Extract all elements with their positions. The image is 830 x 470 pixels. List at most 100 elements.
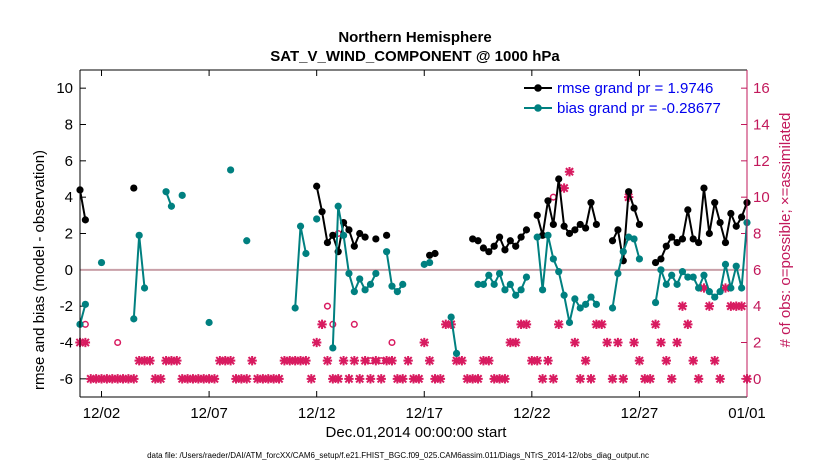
bias-point — [399, 280, 407, 288]
bias-point — [705, 288, 713, 296]
obs-assimilated-mark — [537, 374, 548, 384]
plot-frame — [79, 69, 748, 398]
rmse-point — [630, 204, 638, 212]
obs-assimilated-mark — [543, 355, 553, 366]
bias-point — [506, 280, 514, 288]
obs-assimilated-mark — [392, 374, 403, 384]
x-tick-label: 01/01 — [728, 405, 766, 422]
bias-point — [678, 268, 687, 276]
rmse-point — [705, 229, 713, 238]
y-tick-label: 4 — [65, 189, 73, 206]
chart-subtitle: SAT_V_WIND_COMPONENT @ 1000 hPa — [270, 48, 560, 65]
y-axis-right: 0 2 4 6 8 10 12 14 16 — [741, 80, 770, 388]
obs-assimilated-mark — [295, 355, 306, 366]
obs-assimilated-mark — [338, 355, 349, 366]
obs-assimilated-mark — [349, 355, 360, 366]
obs-assimilated-mark — [667, 374, 677, 384]
obs-assimilated-mark — [451, 355, 462, 366]
obs-assimilated-mark — [489, 374, 499, 384]
rmse-point — [592, 220, 600, 229]
obs-assimilated-mark — [344, 374, 354, 384]
obs-assimilated-mark — [285, 355, 295, 366]
obs-possible-mark — [350, 320, 358, 328]
chart-title: Northern Hemisphere — [338, 29, 491, 46]
obs-assimilated-mark — [618, 374, 628, 384]
obs-assimilated-mark — [511, 337, 521, 348]
rmse-point — [565, 229, 574, 238]
series-lines — [76, 166, 751, 357]
obs-assimilated-mark — [478, 355, 489, 366]
obs-assimilated-mark — [532, 355, 542, 366]
rmse-point — [614, 226, 622, 234]
obs-possible-mark — [388, 338, 396, 347]
rmse-point — [512, 242, 520, 250]
obs-assimilated-mark — [408, 374, 419, 384]
obs-assimilated-mark — [381, 355, 392, 366]
bias-point — [549, 255, 557, 263]
plot-background — [80, 70, 747, 397]
obs-assimilated-mark — [215, 355, 225, 366]
bias-point — [684, 273, 692, 281]
obs-assimilated-mark — [387, 355, 397, 366]
obs-assimilated-mark — [629, 337, 639, 348]
bias-point — [426, 258, 434, 267]
obs-assimilated-mark — [274, 374, 284, 384]
rmse-point — [694, 238, 703, 247]
bias-point — [447, 313, 455, 321]
bias-point — [178, 191, 186, 199]
obs-assimilated-mark — [710, 355, 720, 366]
legend-bias-label: bias grand pr = -0.28677 — [557, 100, 721, 117]
obs-assimilated-mark — [457, 355, 467, 366]
obs-assimilated-mark — [268, 374, 279, 384]
y-tick-label: 2 — [65, 226, 73, 243]
bias-point — [356, 275, 364, 283]
obs-assimilated-mark — [258, 374, 268, 384]
bias-point — [657, 266, 665, 274]
obs-assimilated-mark — [145, 355, 155, 366]
obs-assimilated-mark — [597, 319, 607, 330]
bias-point — [576, 304, 584, 312]
obs-assimilated-mark — [467, 374, 478, 384]
obs-assimilated-mark — [123, 374, 134, 384]
bias-point — [555, 268, 563, 276]
obs-assimilated-mark — [166, 355, 177, 366]
y-tick-label: -6 — [60, 371, 73, 388]
rmse-point — [130, 184, 138, 192]
obs-assimilated-mark — [715, 374, 725, 384]
bias-point — [135, 231, 143, 239]
bias-point — [662, 280, 670, 288]
obs-assimilated-mark — [322, 355, 333, 366]
rmse-point — [668, 233, 676, 241]
rmse-point — [700, 184, 708, 192]
obs-assimilated-mark — [634, 355, 645, 366]
bias-point — [383, 248, 391, 256]
obs-assimilated-mark — [559, 183, 569, 193]
bias-point — [651, 298, 660, 307]
rmse-point — [329, 231, 337, 239]
obs-assimilated-mark — [139, 355, 150, 366]
rmse-point — [81, 216, 89, 224]
obs-assimilated-mark — [311, 337, 322, 348]
rmse-point — [608, 237, 617, 245]
obs-assimilated-mark — [403, 355, 413, 366]
y-axis-label-left: rmse and bias (model - observation) — [31, 150, 48, 390]
bias-point — [700, 271, 708, 279]
obs-assimilated-mark — [430, 374, 440, 384]
obs-assimilated-mark — [96, 374, 107, 384]
obs-assimilated-mark — [80, 337, 91, 348]
rmse-point — [716, 219, 724, 227]
rmse-point — [318, 208, 326, 216]
obs-assimilated-mark — [134, 355, 144, 366]
obs-assimilated-mark — [446, 319, 456, 330]
obs-assimilated-mark — [242, 374, 252, 384]
bias-point — [81, 300, 89, 308]
rmse-point — [549, 220, 557, 229]
data-file-note: data file: /Users/raeder/DAI/ATM_forcXX/… — [147, 451, 649, 460]
bias-point — [592, 300, 600, 308]
bias-point — [140, 284, 149, 292]
x-tick-label: 12/22 — [513, 405, 551, 422]
bias-point — [608, 304, 617, 312]
obs-assimilated-mark — [193, 374, 204, 384]
obs-assimilated-mark — [360, 355, 370, 366]
bias-point — [501, 286, 509, 294]
